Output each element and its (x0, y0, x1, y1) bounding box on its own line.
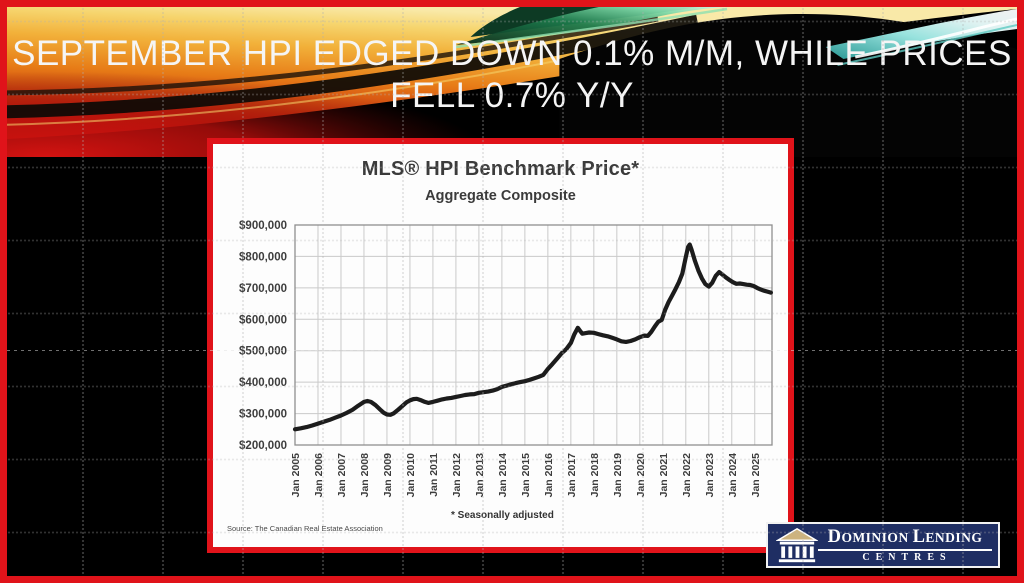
dominion-lending-centres-logo: DOMINION LENDING CENTRES (766, 522, 1000, 568)
svg-text:Jan 2021: Jan 2021 (658, 453, 670, 498)
svg-text:Jan 2005: Jan 2005 (290, 453, 302, 498)
decorative-wave-graphic (7, 7, 1017, 157)
svg-text:Jan 2015: Jan 2015 (520, 453, 532, 498)
svg-text:Jan 2012: Jan 2012 (451, 453, 463, 498)
svg-text:$700,000: $700,000 (239, 283, 287, 295)
logo-subname: CENTRES (862, 552, 952, 563)
svg-text:Jan 2010: Jan 2010 (405, 453, 417, 498)
svg-text:$400,000: $400,000 (239, 377, 287, 389)
svg-text:Jan 2007: Jan 2007 (336, 453, 348, 498)
slide-title-line2: FELL 0.7% Y/Y (390, 76, 634, 115)
slide-title: SEPTEMBER HPI EDGED DOWN 0.1% M/M, WHILE… (7, 33, 1017, 117)
svg-text:Jan 2013: Jan 2013 (474, 453, 486, 498)
svg-text:Jan 2019: Jan 2019 (612, 453, 624, 498)
svg-text:Jan 2017: Jan 2017 (566, 453, 578, 498)
svg-text:Jan 2014: Jan 2014 (497, 453, 509, 498)
svg-text:$500,000: $500,000 (239, 346, 287, 358)
svg-text:Jan 2022: Jan 2022 (681, 453, 693, 498)
svg-text:$600,000: $600,000 (239, 314, 287, 326)
seasonally-adjusted-footnote: * Seasonally adjusted (451, 510, 554, 521)
svg-text:Jan 2011: Jan 2011 (428, 453, 440, 497)
svg-text:Jan 2023: Jan 2023 (704, 453, 716, 498)
chart-title: MLS® HPI Benchmark Price* (361, 158, 640, 180)
svg-text:Jan 2024: Jan 2024 (727, 453, 739, 498)
svg-text:$800,000: $800,000 (239, 251, 287, 263)
svg-text:Jan 2009: Jan 2009 (382, 453, 394, 498)
svg-text:$900,000: $900,000 (239, 220, 287, 232)
slide-title-line1: SEPTEMBER HPI EDGED DOWN 0.1% M/M, WHILE… (12, 34, 1012, 73)
svg-text:Jan 2025: Jan 2025 (750, 453, 762, 498)
chart-subtitle: Aggregate Composite (425, 188, 576, 204)
temple-columns-icon (776, 527, 818, 563)
source-note: Source: The Canadian Real Estate Associa… (227, 524, 383, 533)
svg-text:$300,000: $300,000 (239, 409, 287, 421)
svg-text:Jan 2008: Jan 2008 (359, 453, 371, 498)
svg-text:$200,000: $200,000 (239, 440, 287, 452)
logo-name: DOMINION LENDING (818, 527, 992, 551)
hpi-line-chart: $200,000 $300,000 $400,000 $500,000 $600,000… (239, 220, 773, 498)
svg-text:Jan 2018: Jan 2018 (589, 453, 601, 498)
chart-card: $200,000 $300,000 $400,000 $500,000 $600,000… (207, 138, 794, 553)
chart-card-inner: $200,000 $300,000 $400,000 $500,000 $600,000… (213, 144, 788, 547)
svg-text:Jan 2006: Jan 2006 (313, 453, 325, 498)
svg-text:Jan 2020: Jan 2020 (635, 453, 647, 498)
svg-text:Jan 2016: Jan 2016 (543, 453, 555, 498)
logo-text: DOMINION LENDING CENTRES (818, 527, 992, 563)
